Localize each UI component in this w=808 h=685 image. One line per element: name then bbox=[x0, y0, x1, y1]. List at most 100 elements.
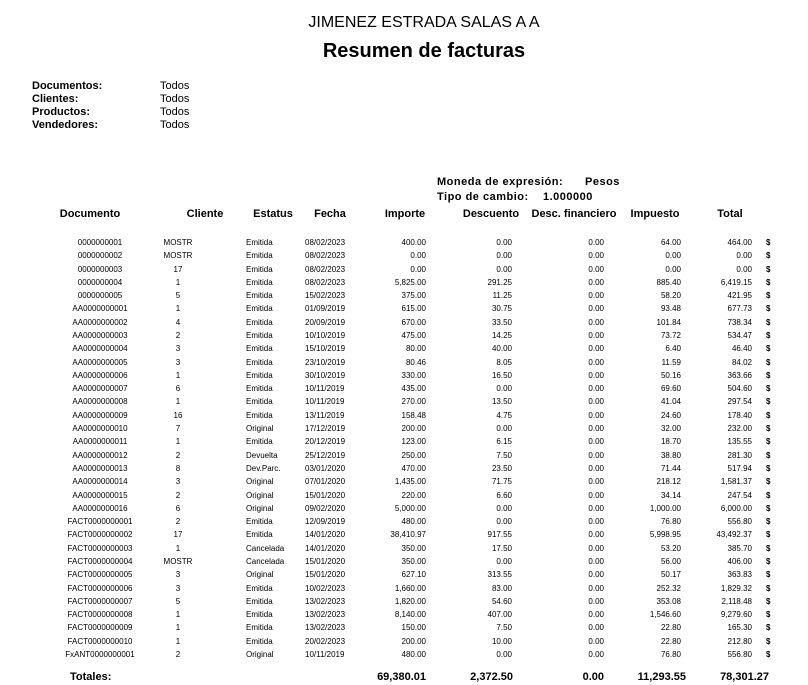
date-cell: 23/10/2019 bbox=[305, 357, 346, 367]
amount-cell: 435.00 bbox=[401, 384, 426, 394]
client-cell: 1 bbox=[175, 397, 181, 407]
financial-discount-cell: 0.00 bbox=[588, 344, 604, 354]
date-cell: 20/12/2019 bbox=[305, 437, 346, 447]
date-cell: 15/01/2020 bbox=[305, 570, 346, 580]
document-cell: 0000000004 bbox=[77, 277, 123, 287]
currency-symbol: $ bbox=[766, 264, 771, 274]
total-cell: 165.30 bbox=[727, 623, 752, 633]
financial-discount-cell: 0.00 bbox=[588, 583, 604, 593]
financial-discount-cell: 0.00 bbox=[588, 251, 604, 261]
currency-symbol: $ bbox=[766, 570, 771, 580]
amount-cell: 470.00 bbox=[401, 463, 426, 473]
total-cell: 1,581.37 bbox=[720, 477, 752, 487]
date-cell: 07/01/2020 bbox=[305, 477, 346, 487]
amount-cell: 1,660.00 bbox=[394, 583, 426, 593]
total-cell: 738.34 bbox=[727, 317, 752, 327]
date-cell: 17/12/2019 bbox=[305, 424, 346, 434]
status-cell: Emitida bbox=[246, 583, 273, 593]
currency-symbol: $ bbox=[766, 503, 771, 513]
total-cell: 406.00 bbox=[727, 556, 752, 566]
currency-symbol: $ bbox=[766, 556, 771, 566]
date-cell: 25/12/2019 bbox=[305, 450, 346, 460]
total-cell: 46.40 bbox=[731, 344, 752, 354]
date-cell: 12/09/2019 bbox=[305, 517, 346, 527]
discount-cell: 10.00 bbox=[491, 636, 512, 646]
financial-discount-cell: 0.00 bbox=[588, 649, 604, 659]
tax-cell: 22.80 bbox=[660, 636, 681, 646]
financial-discount-cell: 0.00 bbox=[588, 570, 604, 580]
discount-cell: 0.00 bbox=[496, 649, 512, 659]
document-cell: FACT0000000001 bbox=[67, 517, 133, 527]
client-cell: 5 bbox=[175, 596, 181, 606]
financial-discount-cell: 0.00 bbox=[588, 397, 604, 407]
discount-cell: 13.50 bbox=[491, 397, 512, 407]
amount-cell: 350.00 bbox=[401, 543, 426, 553]
tax-cell: 71.44 bbox=[660, 463, 681, 473]
document-cell: FACT0000000010 bbox=[67, 636, 133, 646]
currency-symbol: $ bbox=[766, 477, 771, 487]
tax-cell: 50.16 bbox=[660, 370, 681, 380]
tax-cell: 101.84 bbox=[656, 317, 681, 327]
column-header: Descuento bbox=[462, 208, 520, 220]
amount-cell: 0.00 bbox=[410, 264, 426, 274]
client-cell: 1 bbox=[175, 437, 181, 447]
totals-label: Totales: bbox=[70, 671, 112, 684]
total-cell: 464.00 bbox=[727, 238, 752, 247]
discount-cell: 0.00 bbox=[496, 556, 512, 566]
financial-discount-cell: 0.00 bbox=[588, 610, 604, 620]
total-cell: 534.47 bbox=[727, 331, 752, 341]
client-cell: 17 bbox=[173, 264, 183, 274]
financial-discount-cell: 0.00 bbox=[588, 331, 604, 341]
financial-discount-cell: 0.00 bbox=[588, 424, 604, 434]
currency-symbol: $ bbox=[766, 636, 771, 646]
currency-label: Moneda de expresión: bbox=[437, 176, 564, 188]
status-cell: Emitida bbox=[246, 370, 273, 380]
discount-cell: 0.00 bbox=[496, 384, 512, 394]
total-cell: 6,419.15 bbox=[720, 277, 752, 287]
currency-symbol: $ bbox=[766, 543, 771, 553]
discount-cell: 14.25 bbox=[491, 331, 512, 341]
tax-cell: 50.17 bbox=[660, 570, 681, 580]
financial-discount-cell: 0.00 bbox=[588, 530, 604, 540]
filter-value: Todos bbox=[160, 119, 190, 131]
date-cell: 13/02/2023 bbox=[305, 623, 346, 633]
discount-cell: 0.00 bbox=[496, 503, 512, 513]
filter-label: Productos: bbox=[32, 106, 91, 118]
financial-discount-cell: 0.00 bbox=[588, 623, 604, 633]
amount-cell: 80.00 bbox=[405, 344, 426, 354]
discount-cell: 407.00 bbox=[487, 610, 512, 620]
financial-discount-cell: 0.00 bbox=[588, 463, 604, 473]
discount-cell: 23.50 bbox=[491, 463, 512, 473]
status-cell: Emitida bbox=[246, 264, 273, 274]
total-cell: 421.95 bbox=[727, 291, 752, 301]
tax-cell: 11.59 bbox=[661, 357, 681, 367]
status-cell: Emitida bbox=[246, 317, 273, 327]
document-cell: AA0000000006 bbox=[72, 370, 128, 380]
amount-cell: 1,820.00 bbox=[394, 596, 426, 606]
currency-symbol: $ bbox=[766, 344, 771, 354]
date-cell: 15/01/2020 bbox=[305, 556, 346, 566]
currency-symbol: $ bbox=[766, 357, 771, 367]
amount-cell: 1,435.00 bbox=[394, 477, 426, 487]
date-cell: 10/10/2019 bbox=[305, 331, 346, 341]
currency-symbol: $ bbox=[766, 450, 771, 460]
tax-cell: 0.00 bbox=[665, 264, 681, 274]
status-cell: Emitida bbox=[246, 517, 273, 527]
discount-cell: 6.15 bbox=[496, 437, 512, 447]
date-cell: 09/02/2020 bbox=[305, 503, 346, 513]
client-cell: 1 bbox=[175, 304, 181, 314]
amount-cell: 80.46 bbox=[405, 357, 426, 367]
discount-cell: 4.75 bbox=[496, 410, 512, 420]
total-cell: 11,293.55 bbox=[637, 671, 686, 684]
total-cell: 247.54 bbox=[727, 490, 752, 500]
client-cell: 3 bbox=[175, 583, 181, 593]
total-cell: 677.73 bbox=[727, 304, 752, 314]
financial-discount-cell: 0.00 bbox=[588, 596, 604, 606]
status-cell: Emitida bbox=[246, 530, 273, 540]
currency-symbol: $ bbox=[766, 370, 771, 380]
client-cell: 1 bbox=[175, 636, 181, 646]
date-cell: 14/01/2020 bbox=[305, 530, 346, 540]
total-cell: 385.70 bbox=[727, 543, 752, 553]
financial-discount-cell: 0.00 bbox=[588, 556, 604, 566]
client-cell: 3 bbox=[175, 357, 181, 367]
